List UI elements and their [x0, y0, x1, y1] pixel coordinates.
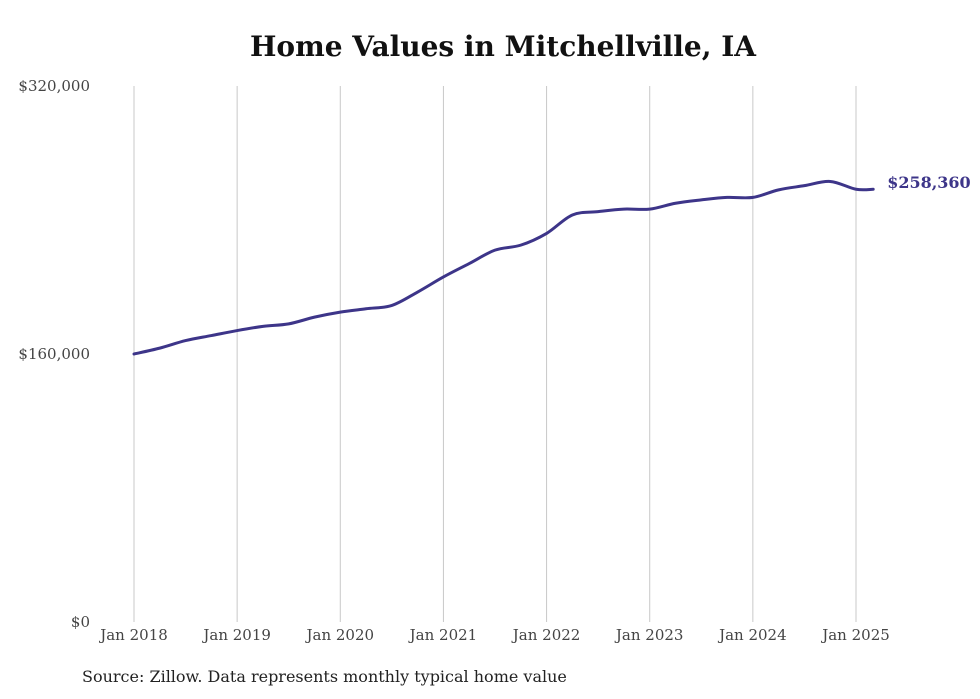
x-tick-label: Jan 2018	[98, 626, 168, 644]
home-value-line	[132, 179, 875, 356]
x-tick-label: Jan 2022	[511, 626, 581, 644]
y-tick-label: $0	[71, 613, 90, 631]
x-tick-label: Jan 2024	[717, 626, 787, 644]
x-axis-labels: Jan 2018 Jan 2019 Jan 2020 Jan 2021 Jan 2022…	[98, 626, 890, 644]
x-tick-label: Jan 2019	[201, 626, 271, 644]
y-tick-label: $320,000	[18, 77, 90, 95]
x-tick-label: Jan 2020	[305, 626, 375, 644]
x-tick-label: Jan 2021	[408, 626, 478, 644]
x-tick-label: Jan 2025	[820, 626, 890, 644]
series-layer	[132, 179, 875, 356]
end-label-layer: $258,360	[887, 173, 971, 192]
grid-layer	[133, 86, 857, 622]
end-value-label: $258,360	[887, 173, 971, 192]
x-tick-label: Jan 2023	[614, 626, 684, 644]
y-tick-label: $160,000	[18, 345, 90, 363]
source-note: Source: Zillow. Data represents monthly …	[82, 667, 567, 686]
chart-title: Home Values in Mitchellville, IA	[249, 30, 757, 63]
y-axis-labels: $0 $160,000 $320,000	[18, 77, 90, 631]
